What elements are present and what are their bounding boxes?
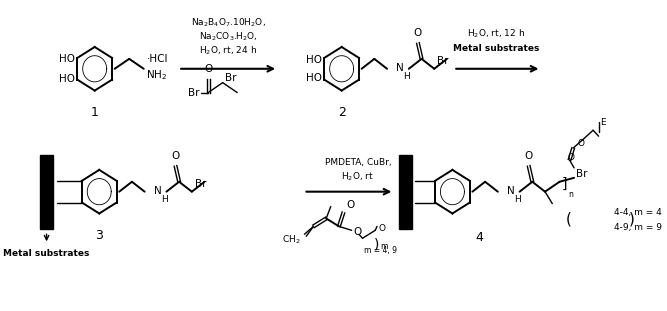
Text: O: O	[578, 139, 585, 148]
Text: –O: –O	[400, 197, 414, 207]
Text: O: O	[414, 28, 422, 38]
Text: O: O	[354, 227, 362, 237]
Text: N: N	[507, 186, 515, 196]
Text: H: H	[514, 195, 521, 204]
Text: 4: 4	[476, 231, 484, 244]
Text: Metal substrates: Metal substrates	[453, 44, 539, 53]
Text: N: N	[153, 186, 161, 196]
Text: ]: ]	[562, 177, 567, 191]
Text: H$_2$O, rt, 12 h: H$_2$O, rt, 12 h	[467, 28, 525, 40]
Text: ): )	[374, 237, 379, 251]
Text: Br: Br	[195, 179, 206, 189]
Text: O: O	[204, 64, 212, 74]
Text: –O: –O	[400, 176, 414, 186]
Text: Metal substrates: Metal substrates	[3, 249, 90, 258]
Text: 4-4, m = 4: 4-4, m = 4	[614, 208, 662, 217]
Text: m = 4, 9: m = 4, 9	[364, 246, 398, 255]
Text: –O: –O	[41, 176, 55, 186]
Text: H$_2$O, rt, 24 h: H$_2$O, rt, 24 h	[199, 45, 257, 57]
Text: H$_2$O, rt: H$_2$O, rt	[342, 170, 374, 183]
Text: 2: 2	[338, 106, 346, 119]
Text: (: (	[566, 212, 572, 227]
Text: –O: –O	[41, 197, 55, 207]
Text: 3: 3	[95, 229, 103, 242]
Text: Br: Br	[187, 88, 199, 98]
Text: O: O	[346, 200, 354, 210]
Text: N: N	[396, 63, 404, 73]
Text: m: m	[381, 242, 388, 251]
Text: NH$_2$: NH$_2$	[147, 68, 167, 81]
Text: ): )	[629, 212, 635, 227]
Text: O: O	[171, 151, 179, 161]
Text: HO: HO	[305, 55, 321, 65]
Text: Na$_2$CO$_3$.H$_2$O,: Na$_2$CO$_3$.H$_2$O,	[199, 31, 257, 43]
Text: HO: HO	[59, 74, 75, 84]
Text: CH$_2$: CH$_2$	[282, 234, 301, 247]
Text: O: O	[568, 153, 575, 162]
Text: 4-9, m = 9: 4-9, m = 9	[614, 223, 662, 232]
Bar	[40, 155, 53, 229]
Text: Na$_2$B$_4$O$_7$.10H$_2$O,: Na$_2$B$_4$O$_7$.10H$_2$O,	[191, 17, 265, 30]
Text: O: O	[379, 224, 386, 233]
Text: E: E	[600, 118, 606, 127]
Text: H: H	[161, 195, 167, 204]
Text: HO: HO	[305, 73, 321, 83]
Text: ·HCl: ·HCl	[147, 54, 168, 64]
Text: Br: Br	[437, 56, 448, 66]
Text: HO: HO	[59, 54, 75, 64]
Text: Br: Br	[576, 169, 588, 179]
Text: n: n	[569, 190, 574, 199]
Text: Br: Br	[225, 73, 237, 83]
Text: O: O	[524, 151, 533, 161]
Bar	[399, 155, 412, 229]
Text: PMDETA, CuBr,: PMDETA, CuBr,	[325, 158, 392, 167]
Text: 1: 1	[91, 106, 99, 119]
Text: H: H	[404, 72, 410, 81]
